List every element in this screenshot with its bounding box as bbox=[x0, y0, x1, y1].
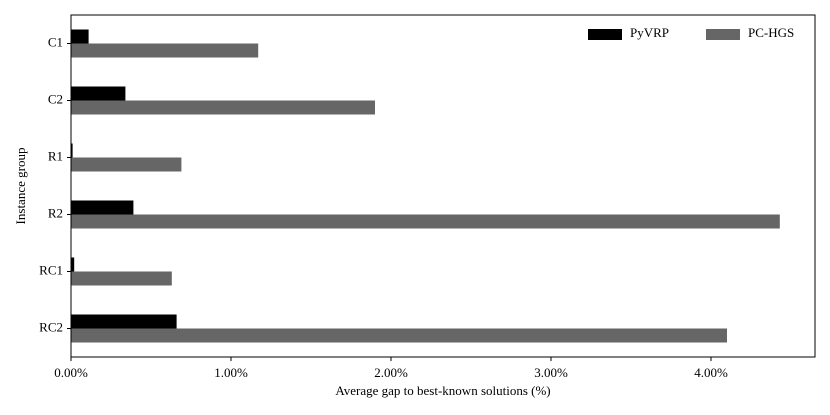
x-tick-label: 2.00% bbox=[374, 365, 408, 380]
plot-frame bbox=[70, 14, 816, 358]
x-tick-label: 4.00% bbox=[694, 365, 728, 380]
x-axis-label: Average gap to best-known solutions (%) bbox=[335, 383, 550, 398]
y-axis-label: Instance group bbox=[13, 148, 28, 225]
x-tick-label: 1.00% bbox=[214, 365, 248, 380]
x-tick-label: 0.00% bbox=[54, 365, 88, 380]
bar bbox=[71, 157, 182, 172]
legend-swatch bbox=[588, 29, 622, 40]
legend-swatch bbox=[706, 29, 740, 40]
bar bbox=[71, 200, 134, 215]
legend-label: PC-HGS bbox=[748, 25, 794, 40]
bar bbox=[71, 43, 259, 58]
y-tick-label: R2 bbox=[48, 205, 63, 220]
y-tick-label: RC1 bbox=[39, 262, 63, 277]
bar bbox=[71, 100, 375, 115]
bar bbox=[71, 214, 780, 229]
y-tick-label: RC2 bbox=[39, 319, 63, 334]
y-tick-label: C2 bbox=[48, 91, 63, 106]
x-tick-label: 3.00% bbox=[534, 365, 568, 380]
bar bbox=[71, 143, 73, 158]
bar bbox=[71, 29, 89, 44]
bar bbox=[71, 328, 727, 343]
bar bbox=[71, 86, 126, 101]
bar bbox=[71, 257, 75, 272]
bar bbox=[71, 271, 172, 286]
y-tick-label: C1 bbox=[48, 34, 63, 49]
legend-label: PyVRP bbox=[630, 25, 669, 40]
y-tick-label: R1 bbox=[48, 148, 63, 163]
bar bbox=[71, 314, 177, 329]
